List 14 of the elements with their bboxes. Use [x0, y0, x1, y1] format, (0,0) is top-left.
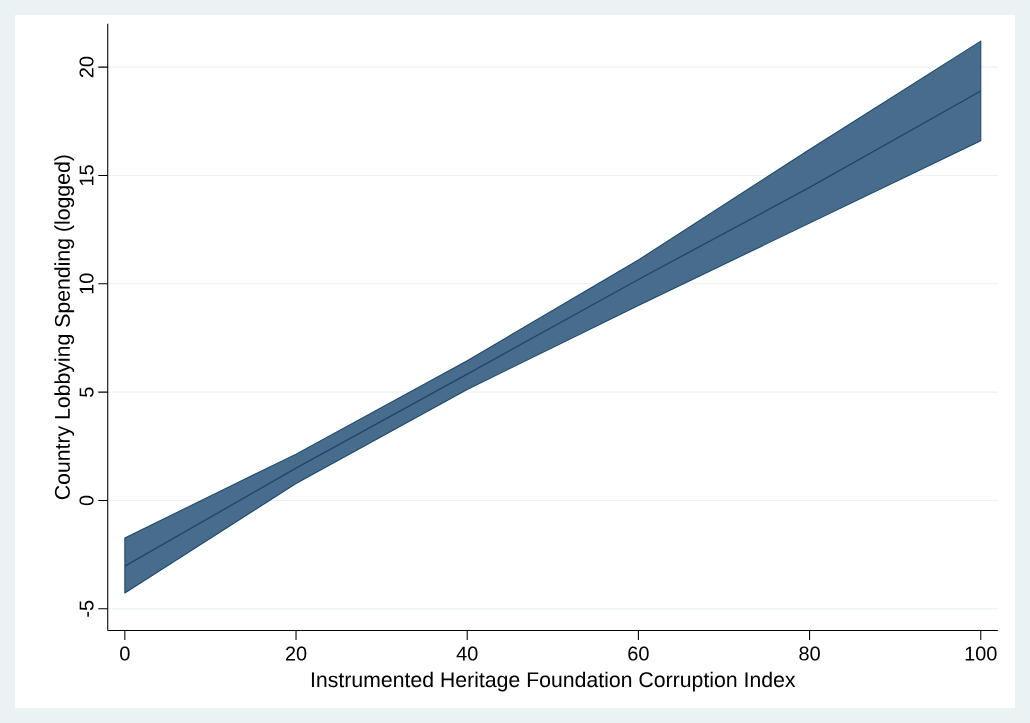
y-tick-label: 0 — [79, 495, 94, 506]
x-axis-title: Instrumented Heritage Foundation Corruption Index — [311, 671, 796, 692]
y-tick-label: 20 — [79, 56, 94, 78]
x-tick-label: 40 — [456, 646, 478, 661]
y-axis-title: Country Lobbying Spending (logged) — [54, 155, 75, 500]
y-tick-label: 10 — [79, 273, 94, 294]
y-tick-label: 15 — [79, 165, 94, 186]
x-tick-label: 80 — [799, 646, 820, 661]
y-tick-label: 5 — [79, 387, 94, 397]
x-tick-label: 60 — [628, 646, 649, 661]
x-tick-label: 0 — [120, 646, 130, 661]
x-tick-label: 20 — [285, 646, 307, 661]
y-tick-label: -5 — [79, 600, 94, 617]
x-tick-label: 100 — [965, 646, 997, 661]
